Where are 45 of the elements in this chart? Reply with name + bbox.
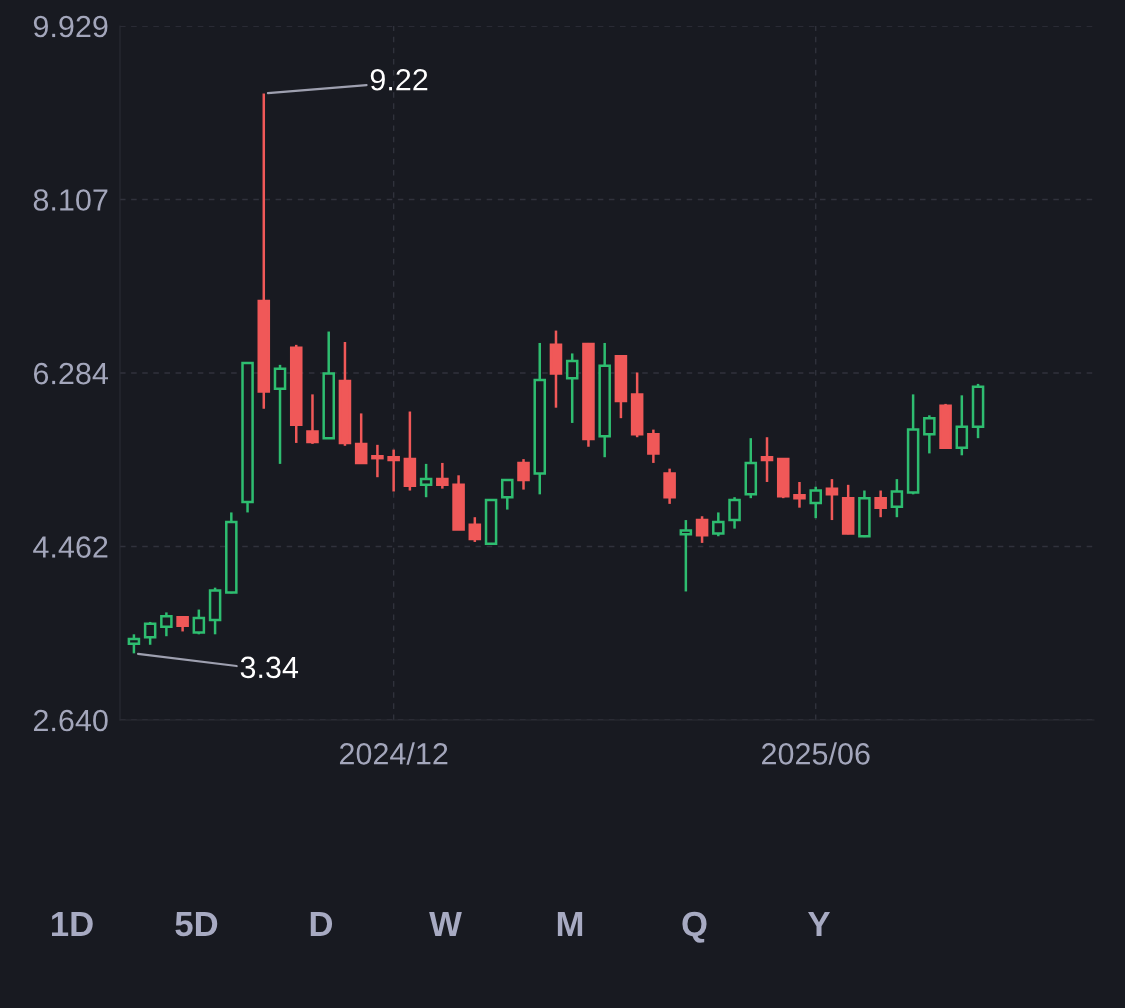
candlestick [712,511,725,538]
candlestick [663,467,676,506]
candlestick [436,461,449,490]
candlestick [955,394,969,457]
candlestick [825,477,839,522]
candlestick [387,448,400,493]
y-tick-label: 2.640 [33,709,108,732]
y-tick-label: 6.284 [33,362,108,385]
annotation: 9.22 [370,68,428,91]
candlestick [127,633,141,655]
y-tick-label: 8.107 [33,189,108,211]
candlestick [874,489,887,519]
candlestick [760,435,774,484]
candlestick [647,428,660,465]
text: 5D [175,912,218,937]
candlestick [793,480,806,509]
candlestick [728,495,741,530]
candlestick [354,412,368,465]
annotation: 3.34 [240,656,299,679]
candlestick [890,477,904,519]
candlestick [419,462,433,499]
candlestick [160,611,173,638]
candlestick [468,515,482,544]
y-tick-label: 9.929 [33,15,108,38]
candlestick [809,485,822,520]
candlestick [192,608,206,636]
candlestick [501,477,514,511]
candlestick [371,443,384,479]
x-tick-label: 2025/06 [762,742,870,765]
text: W [429,912,462,936]
text: M [557,912,583,936]
text: D [310,912,333,936]
text: 1D [51,912,93,936]
candlestick [923,414,936,455]
text: Q [682,911,707,943]
candlestick [517,457,530,491]
x-tick-label: 2024/12 [339,742,448,765]
candlestick [679,518,693,593]
candlestick [306,393,319,446]
candlestick [565,352,579,425]
text: Y [808,912,831,936]
y-tick-label: 4.462 [33,536,108,558]
candlestick [143,620,157,647]
candlestick [695,515,709,545]
candlestick [273,363,287,466]
